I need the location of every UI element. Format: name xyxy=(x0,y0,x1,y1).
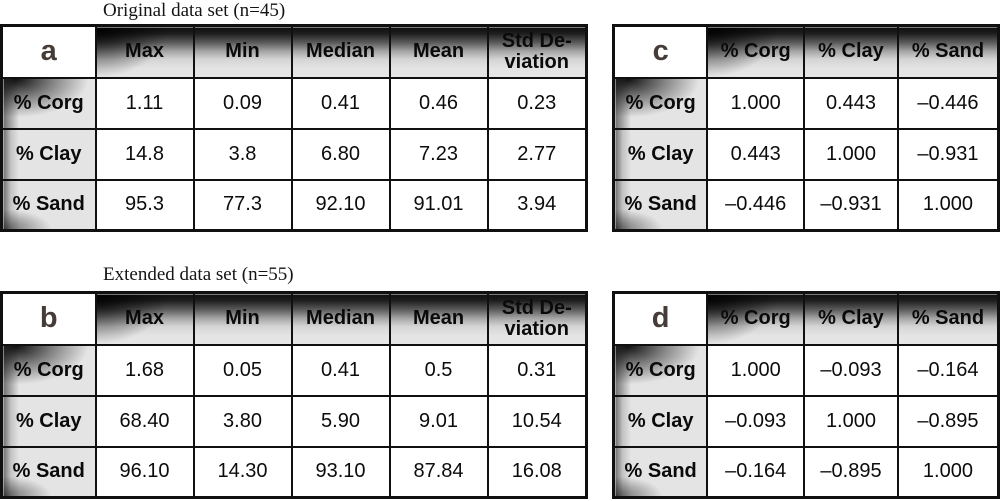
data-cell: 1.000 xyxy=(896,178,1000,232)
data-cell: 9.01 xyxy=(388,394,489,448)
data-cell: 77.3 xyxy=(192,178,293,232)
table-b-summary-stats: b Max Min Median Mean Std De- viation % … xyxy=(0,291,588,499)
data-cell: 0.5 xyxy=(388,343,489,397)
table-a-summary-stats: a Max Min Median Mean Std De- viation % … xyxy=(0,24,588,232)
data-cell: –0.446 xyxy=(896,76,1000,130)
row-label-clay: % Clay xyxy=(612,127,709,181)
data-cell: 2.77 xyxy=(486,127,588,181)
table-d-correlation-matrix: d % Corg % Clay % Sand % Corg 1.000 –0.0… xyxy=(612,291,1000,499)
data-cell: –0.164 xyxy=(896,343,1000,397)
column-header-median: Median xyxy=(290,24,391,79)
row-label-sand: % Sand xyxy=(0,178,97,232)
row-label-corg: % Corg xyxy=(612,343,709,397)
data-cell: 6.80 xyxy=(290,127,391,181)
row-label-clay: % Clay xyxy=(0,394,97,448)
data-cell: –0.446 xyxy=(706,178,806,232)
row-label-corg: % Corg xyxy=(0,76,97,130)
table-a-corner-label: a xyxy=(0,24,97,79)
column-header-sand: % Sand xyxy=(896,24,1000,79)
table-d-corner-label: d xyxy=(612,291,709,346)
data-cell: 0.41 xyxy=(290,76,391,130)
data-cell: 0.443 xyxy=(706,127,806,181)
data-cell: –0.931 xyxy=(896,127,1000,181)
data-cell: 1.000 xyxy=(706,76,806,130)
data-cell: 1.11 xyxy=(94,76,195,130)
data-cell: 95.3 xyxy=(94,178,195,232)
table-b-corner-label: b xyxy=(0,291,97,346)
column-header-std-deviation: Std De- viation xyxy=(486,291,588,346)
data-cell: 1.000 xyxy=(896,445,1000,499)
data-cell: 3.80 xyxy=(192,394,293,448)
column-header-min: Min xyxy=(192,291,293,346)
data-cell: 0.41 xyxy=(290,343,391,397)
data-cell: 1.000 xyxy=(803,394,899,448)
data-cell: –0.164 xyxy=(706,445,806,499)
data-cell: 0.23 xyxy=(486,76,588,130)
column-header-median: Median xyxy=(290,291,391,346)
caption-original-dataset: Original data set (n=45) xyxy=(103,0,286,21)
data-cell: 92.10 xyxy=(290,178,391,232)
column-header-mean: Mean xyxy=(388,24,489,79)
table-c-correlation-matrix: c % Corg % Clay % Sand % Corg 1.000 0.44… xyxy=(612,24,1000,232)
row-label-sand: % Sand xyxy=(0,445,97,499)
data-cell: 68.40 xyxy=(94,394,195,448)
data-cell: 1.68 xyxy=(94,343,195,397)
column-header-corg: % Corg xyxy=(706,291,806,346)
data-cell: –0.093 xyxy=(803,343,899,397)
data-cell: 10.54 xyxy=(486,394,588,448)
row-label-clay: % Clay xyxy=(612,394,709,448)
column-header-max: Max xyxy=(94,291,195,346)
caption-extended-dataset: Extended data set (n=55) xyxy=(103,264,294,285)
column-header-clay: % Clay xyxy=(803,291,899,346)
data-cell: 1.000 xyxy=(706,343,806,397)
column-header-max: Max xyxy=(94,24,195,79)
data-cell: 14.8 xyxy=(94,127,195,181)
column-header-std-deviation: Std De- viation xyxy=(486,24,588,79)
row-label-corg: % Corg xyxy=(612,76,709,130)
row-label-clay: % Clay xyxy=(0,127,97,181)
data-cell: 0.46 xyxy=(388,76,489,130)
column-header-corg: % Corg xyxy=(706,24,806,79)
row-label-sand: % Sand xyxy=(612,445,709,499)
data-cell: 16.08 xyxy=(486,445,588,499)
data-cell: –0.895 xyxy=(896,394,1000,448)
column-header-sand: % Sand xyxy=(896,291,1000,346)
data-cell: 93.10 xyxy=(290,445,391,499)
data-cell: 91.01 xyxy=(388,178,489,232)
data-cell: 3.94 xyxy=(486,178,588,232)
row-label-corg: % Corg xyxy=(0,343,97,397)
data-cell: 0.09 xyxy=(192,76,293,130)
data-cell: –0.093 xyxy=(706,394,806,448)
data-cell: 7.23 xyxy=(388,127,489,181)
data-cell: 0.05 xyxy=(192,343,293,397)
data-cell: 3.8 xyxy=(192,127,293,181)
data-cell: 96.10 xyxy=(94,445,195,499)
column-header-clay: % Clay xyxy=(803,24,899,79)
data-cell: 0.31 xyxy=(486,343,588,397)
row-label-sand: % Sand xyxy=(612,178,709,232)
column-header-mean: Mean xyxy=(388,291,489,346)
data-cell: 5.90 xyxy=(290,394,391,448)
data-cell: 1.000 xyxy=(803,127,899,181)
data-cell: 87.84 xyxy=(388,445,489,499)
table-c-corner-label: c xyxy=(612,24,709,79)
data-cell: –0.931 xyxy=(803,178,899,232)
data-cell: 0.443 xyxy=(803,76,899,130)
column-header-min: Min xyxy=(192,24,293,79)
data-cell: –0.895 xyxy=(803,445,899,499)
data-cell: 14.30 xyxy=(192,445,293,499)
